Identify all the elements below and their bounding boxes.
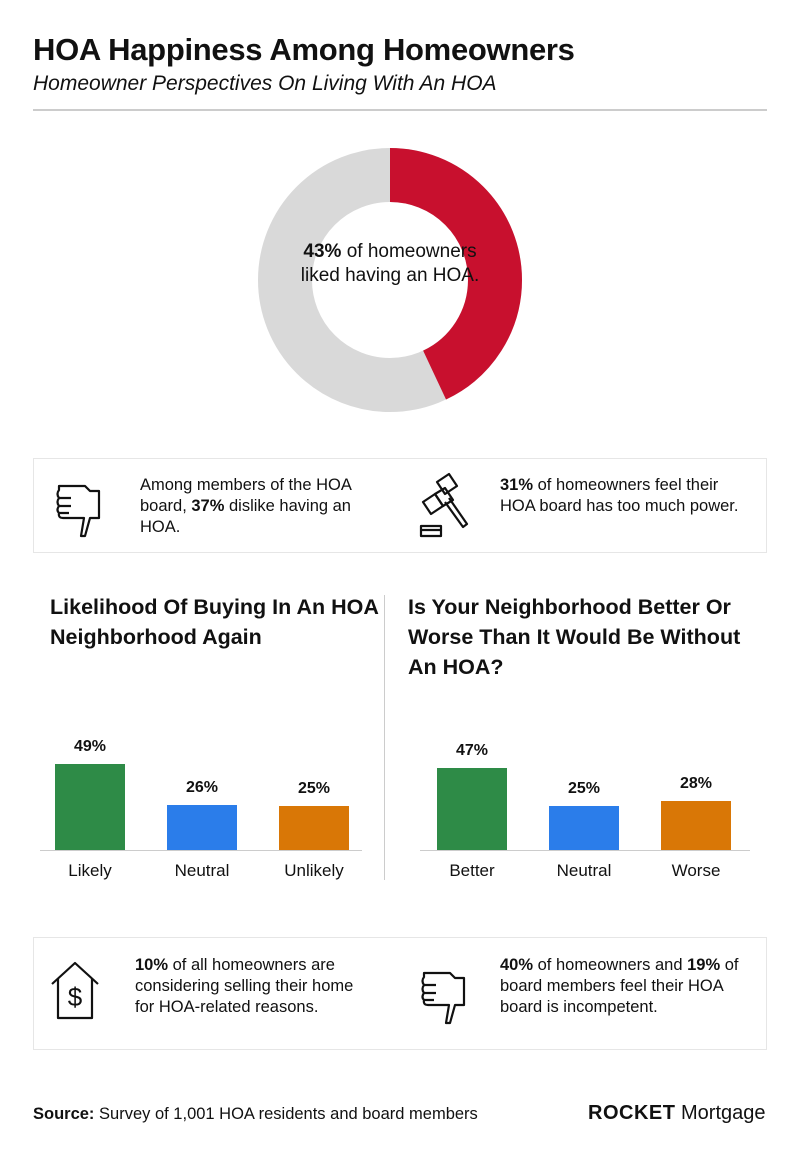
donut-text: of homeowners liked having an HOA.	[300, 241, 480, 286]
stat-board-power: 31% of homeowners feel their HOA board h…	[500, 475, 750, 517]
bar-value-label: 49%	[73, 738, 107, 756]
thumbs-down-icon	[421, 971, 466, 1025]
category-label: Neutral	[174, 861, 230, 880]
source-label: Source:	[33, 1105, 95, 1123]
x-axis-left	[40, 850, 362, 851]
logo-light: Mortgage	[675, 1102, 766, 1124]
category-label: Better	[449, 861, 495, 880]
bar-unlikely	[279, 806, 349, 850]
top-stats-box	[33, 458, 767, 553]
stat-percent: 31%	[500, 476, 534, 494]
donut-chart	[258, 148, 522, 412]
bar-value-label: 26%	[185, 778, 219, 796]
source-note: Source: Survey of 1,001 HOA residents an…	[33, 1105, 478, 1124]
source-text: Survey of 1,001 HOA residents and board …	[94, 1105, 478, 1123]
category-label: Likely	[68, 861, 112, 880]
stat-text: of homeowners feel their HOA board has t…	[500, 476, 739, 515]
category-label: Worse	[671, 861, 721, 880]
bar-value-label: 25%	[567, 780, 601, 798]
bar-value-label: 47%	[455, 741, 489, 759]
stat-text: of all homeowners are considering sellin…	[135, 956, 354, 1016]
stat-selling: 10% of all homeowners are considering se…	[135, 955, 375, 1018]
gavel-icon	[419, 472, 469, 538]
stat-percent: 40%	[500, 956, 534, 974]
stat-percent: 37%	[191, 497, 225, 515]
rocket-mortgage-logo: ROCKET Mortgage	[588, 1102, 766, 1125]
bottom-stats-box	[33, 937, 767, 1050]
stat-text: of homeowners and	[533, 956, 688, 974]
x-axis-right	[420, 850, 750, 851]
bar-likely	[55, 764, 125, 850]
chart-divider	[384, 595, 385, 880]
logo-bold: ROCKET	[588, 1102, 676, 1124]
chart-title-likelihood: Likelihood Of Buying In An HOA Neighborh…	[50, 595, 379, 649]
donut-percent: 43%	[303, 241, 342, 262]
stat-text: dislike having an HOA.	[140, 497, 351, 536]
stat-text: Among members of the HOA board,	[140, 476, 351, 515]
donut-liked-segment	[258, 148, 522, 412]
bar-neutral	[549, 806, 619, 850]
page-subtitle: Homeowner Perspectives On Living With An…	[33, 72, 497, 95]
stat-percent: 10%	[135, 956, 169, 974]
bar-neutral	[167, 804, 237, 850]
svg-text:$: $	[68, 982, 83, 1012]
category-label: Unlikely	[284, 861, 344, 880]
bar-better	[437, 767, 507, 850]
thumbs-down-icon	[56, 484, 101, 538]
stat-incompetent: 40% of homeowners and 19% of board membe…	[500, 955, 740, 1018]
stat-board-dislike: Among members of the HOA board, 37% disl…	[140, 475, 390, 538]
category-label: Neutral	[556, 861, 612, 880]
chart-title-neighborhood: Is Your Neighborhood Better Or Worse Tha…	[408, 595, 741, 679]
page-title: HOA Happiness Among Homeowners	[33, 32, 575, 67]
stat-text: of board members feel their HOA board is…	[500, 956, 739, 1016]
donut-center-label: 43% of homeowners liked having an HOA.	[300, 240, 480, 288]
stat-percent: 19%	[687, 956, 721, 974]
bar-value-label: 25%	[297, 780, 331, 798]
bar-value-label: 28%	[679, 775, 713, 792]
house-dollar-icon: $	[51, 961, 99, 1020]
bar-worse	[661, 801, 731, 850]
divider	[33, 109, 767, 111]
